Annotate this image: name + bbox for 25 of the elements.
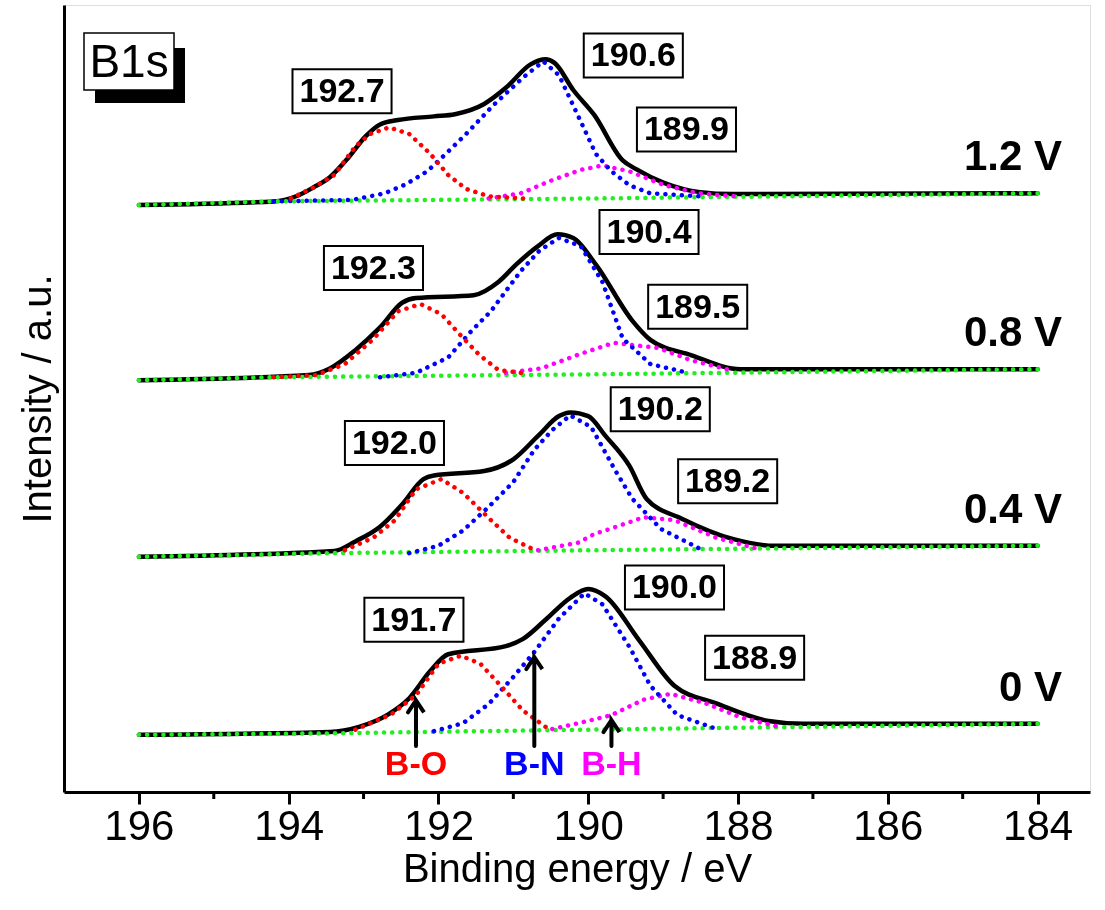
x-tick-label: 186: [853, 801, 924, 849]
series-label: B-N: [504, 744, 565, 782]
annotation: 189.9: [643, 109, 730, 148]
annotation: 0 V: [998, 662, 1062, 710]
annotation: 192.7: [299, 71, 385, 110]
y-axis-title: Intensity / a.u.: [14, 274, 59, 524]
annotation: 190.2: [617, 389, 703, 428]
annotation: 192.0: [351, 423, 437, 462]
annotation: 190.4: [606, 212, 692, 251]
annotation: 0.8 V: [963, 308, 1062, 356]
annotation: 190.6: [590, 35, 676, 74]
x-tick-label: 184: [1003, 801, 1074, 849]
series-label: B-H: [581, 744, 642, 782]
annotation: 1.2 V: [963, 132, 1062, 180]
chart-title: B1s: [89, 35, 169, 87]
annotation: 189.2: [685, 461, 771, 500]
annotation: 191.7: [371, 599, 457, 638]
annotation: 188.9: [712, 637, 798, 676]
annotation: 0.4 V: [963, 484, 1062, 532]
x-tick-label: 194: [254, 801, 325, 849]
annotation: 192.3: [330, 247, 417, 286]
annotation: 190.0: [631, 567, 718, 606]
annotation: 189.5: [655, 286, 741, 325]
series-label: B-O: [384, 744, 448, 782]
x-tick-label: 196: [104, 801, 175, 849]
